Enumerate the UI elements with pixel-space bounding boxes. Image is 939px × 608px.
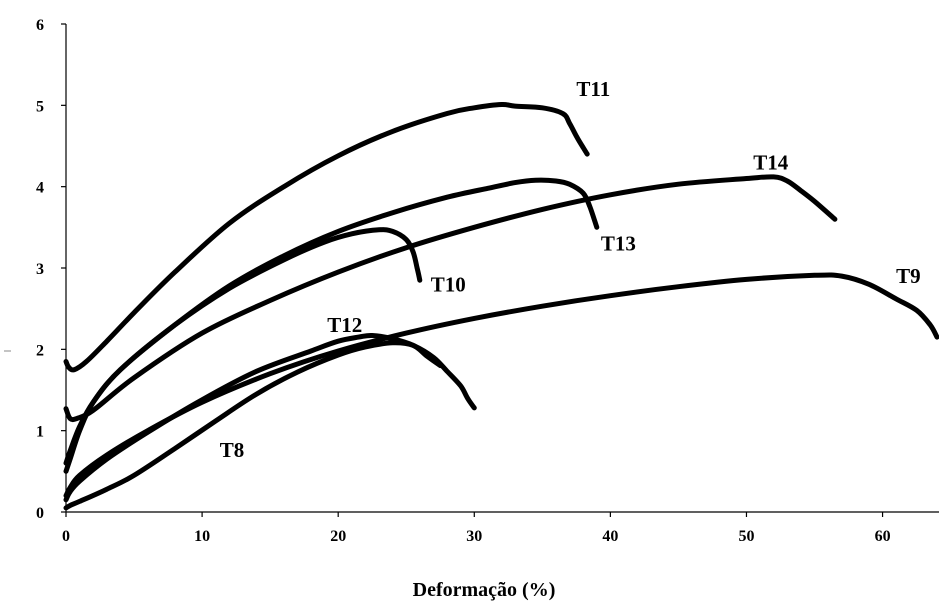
series-line-t11: [63, 101, 590, 373]
x-tick-label: 20: [330, 528, 346, 545]
series-label-t9: T9: [896, 264, 921, 288]
y-tick-label: 4: [36, 180, 44, 197]
series-line-t8: [63, 340, 443, 511]
x-tick-label: 10: [194, 528, 210, 545]
y-tick-label: 0: [36, 505, 44, 522]
x-axis-title: Deformação (%): [413, 579, 556, 601]
y-tick-label: 3: [36, 261, 44, 278]
x-tick-label: 60: [875, 528, 891, 545]
series-label-t14: T14: [753, 150, 789, 174]
y-tick-label: 6: [36, 17, 44, 34]
series-label-t8: T8: [220, 438, 245, 462]
series-line-t9: [63, 272, 939, 499]
axes: [65, 24, 939, 513]
series-label-t13: T13: [601, 232, 636, 256]
series-label-t12: T12: [327, 313, 362, 337]
series-line-t14: [63, 174, 838, 423]
series-label-t11: T11: [576, 77, 610, 101]
tick-marks: [61, 23, 884, 517]
x-tick-label: 0: [62, 528, 70, 545]
x-tick-label: 40: [602, 528, 618, 545]
x-tick-label: 30: [466, 528, 482, 545]
series-label-t10: T10: [431, 272, 466, 296]
y-tick-label: 5: [36, 98, 44, 115]
y-tick-label: 2: [36, 342, 44, 359]
y-tick-label: 1: [36, 424, 44, 441]
series-line-t12: [63, 332, 477, 503]
series-lines: [63, 101, 939, 511]
x-tick-label: 50: [738, 528, 754, 545]
series-labels: T11 T14 T13 T10 T9 T12 T8: [220, 77, 921, 462]
series-line-t10: [63, 227, 423, 466]
